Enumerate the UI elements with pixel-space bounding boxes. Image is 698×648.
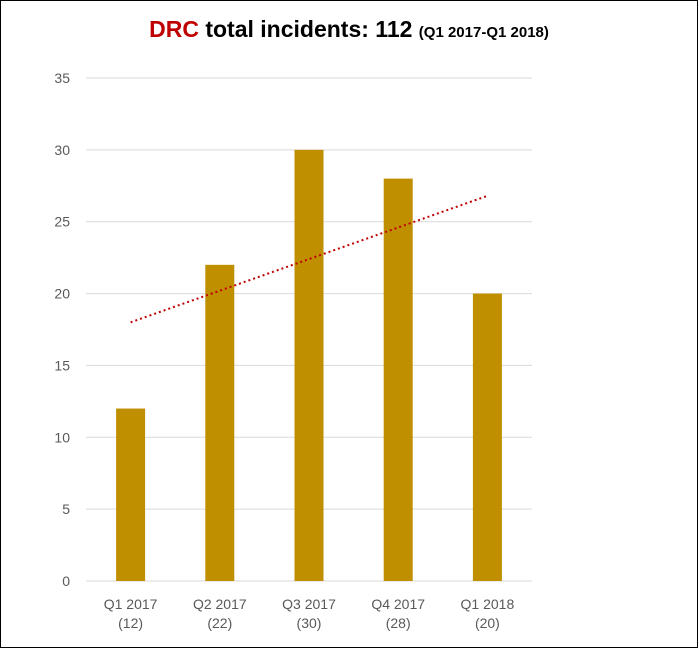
y-tick-label: 25: [54, 214, 70, 230]
y-tick-label: 35: [54, 70, 70, 86]
x-tick-label: Q3 2017: [282, 596, 336, 612]
title-highlight: DRC: [149, 16, 199, 42]
y-tick-label: 15: [54, 357, 70, 373]
trendline-group: [130, 194, 488, 324]
bars: [116, 149, 502, 581]
x-tick-sublabel: (12): [118, 615, 143, 631]
y-tick-label: 20: [54, 286, 70, 302]
x-tick-label: Q2 2017: [193, 596, 247, 612]
x-axis-ticks: Q1 2017 (12) Q2 2017 (22) Q3 2017 (30) Q4 2017…: [104, 596, 515, 631]
y-tick-label: 10: [54, 429, 70, 445]
title-main: total incidents: 112: [205, 16, 413, 42]
x-tick-sublabel: (22): [207, 615, 232, 631]
y-axis-ticks: 0 5 10 15 20 25 30 35: [54, 70, 70, 589]
bar: [472, 293, 502, 581]
bar: [383, 178, 413, 581]
y-tick-label: 5: [62, 501, 70, 517]
bar: [294, 149, 324, 581]
x-tick-sublabel: (28): [386, 615, 411, 631]
x-tick-label: Q1 2018: [461, 596, 515, 612]
x-tick-sublabel: (30): [297, 615, 322, 631]
x-tick-sublabel: (20): [475, 615, 500, 631]
bar: [116, 408, 146, 581]
title-subtitle: (Q1 2017-Q1 2018): [418, 24, 549, 41]
chart-title: DRC total incidents: 112 (Q1 2017-Q1 201…: [0, 16, 698, 43]
y-tick-label: 0: [62, 573, 70, 589]
y-tick-label: 30: [54, 142, 70, 158]
trendline: [130, 194, 488, 324]
bar: [205, 264, 235, 581]
x-tick-label: Q1 2017: [104, 596, 158, 612]
x-tick-label: Q4 2017: [371, 596, 425, 612]
